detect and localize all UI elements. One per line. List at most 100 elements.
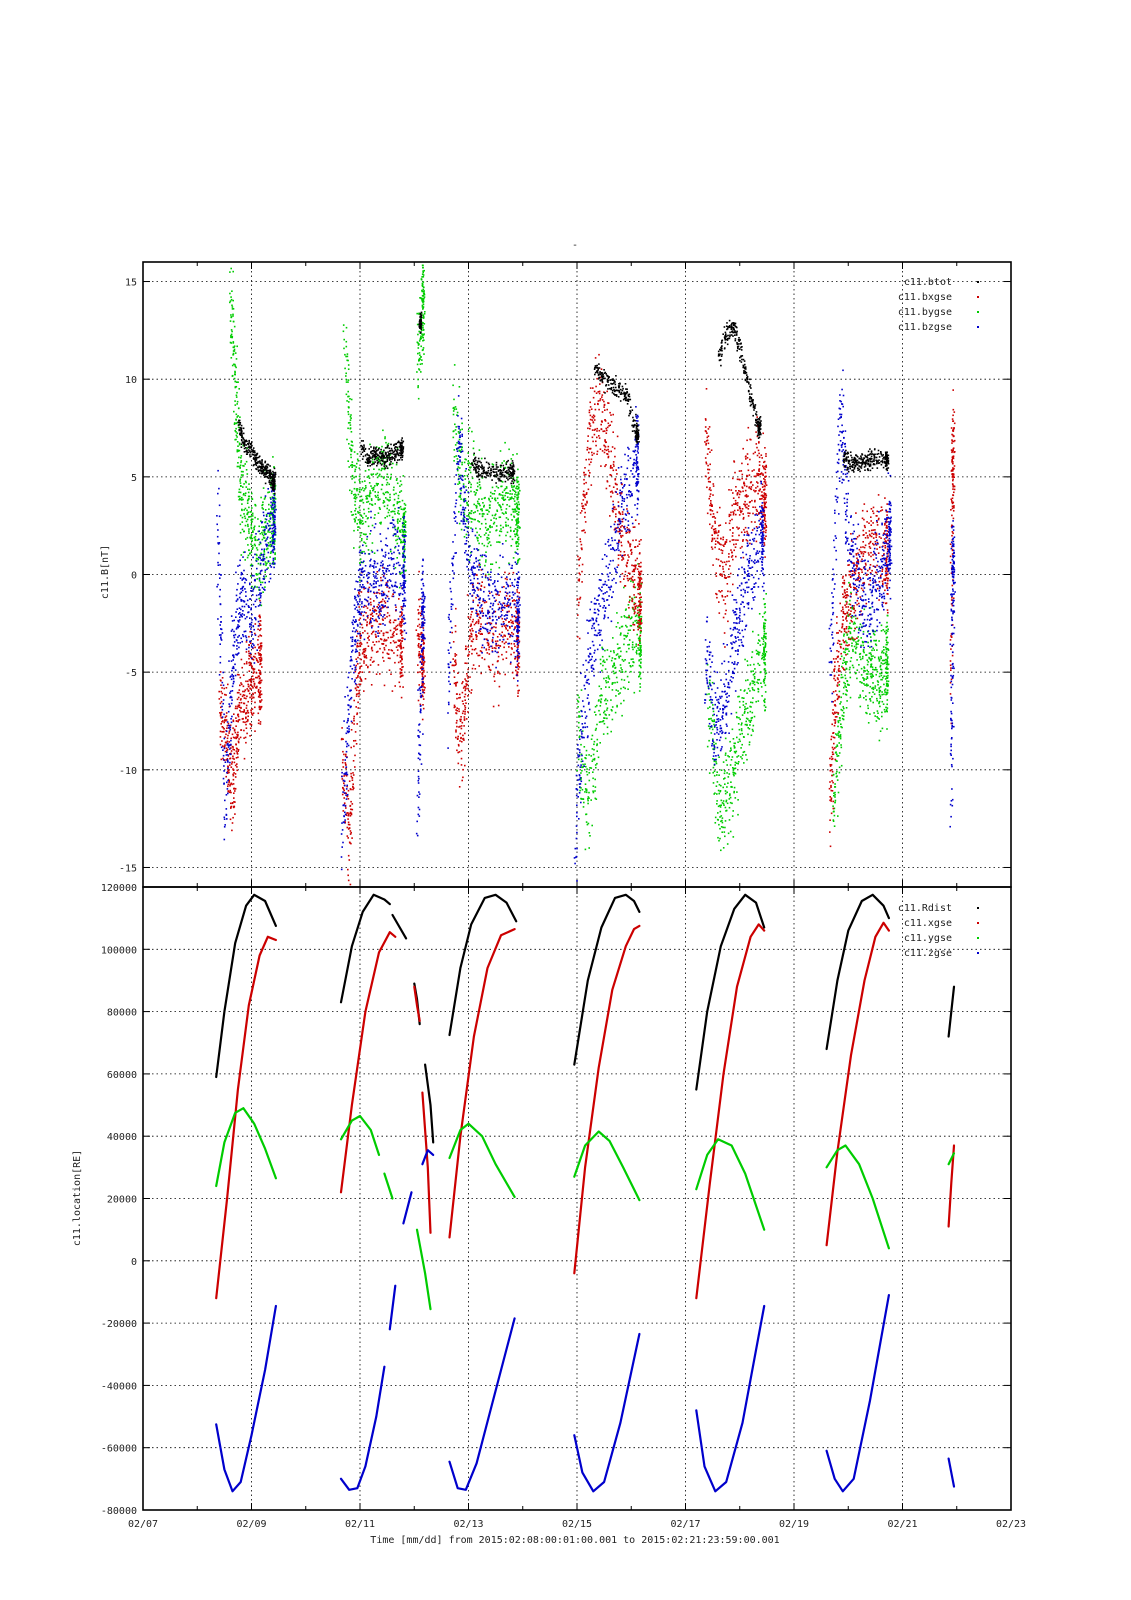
b-point-by: [268, 520, 270, 522]
b-point-by: [518, 511, 520, 513]
b-point-by: [347, 379, 350, 381]
b-point-by: [516, 494, 518, 496]
b-point-by: [376, 484, 378, 487]
b-point-by: [386, 457, 388, 460]
b-point-by: [261, 581, 264, 584]
b-point-btot: [368, 460, 370, 462]
b-point-bx: [384, 602, 387, 604]
b-point-by: [259, 581, 262, 584]
b-point-bx: [477, 620, 480, 623]
b-point-by: [269, 496, 272, 499]
b-point-bx: [489, 622, 491, 624]
b-point-by: [459, 494, 462, 497]
b-point-bz: [251, 574, 254, 577]
b-point-bx: [510, 621, 513, 624]
b-point-bz: [274, 530, 276, 533]
b-point-bz: [382, 563, 384, 565]
b-point-bz: [238, 634, 240, 637]
b-point-bx: [464, 686, 467, 688]
b-point-by: [422, 290, 425, 293]
b-point-by: [515, 491, 517, 494]
b-point-bz: [341, 771, 343, 774]
b-point-bx: [399, 615, 401, 618]
b-point-bx: [348, 823, 351, 826]
b-point-bz: [344, 813, 347, 816]
b-point-bx: [225, 719, 228, 721]
b-point-by: [423, 339, 425, 341]
b-point-bz: [241, 586, 244, 588]
b-point-bz: [402, 600, 404, 602]
b-point-bz: [363, 611, 366, 613]
b-point-bx: [230, 806, 232, 808]
b-point-bx: [260, 679, 262, 682]
b-point-bx: [245, 716, 247, 719]
b-point-by: [361, 480, 364, 483]
b-point-bz: [394, 581, 397, 584]
b-point-bz: [274, 527, 277, 530]
b-point-by: [351, 490, 353, 493]
b-point-bx: [239, 736, 242, 739]
b-point-by: [236, 400, 239, 403]
b-point-by: [264, 571, 266, 573]
b-point-bz: [221, 681, 224, 684]
b-point-btot: [243, 447, 246, 450]
b-point-bz: [231, 669, 233, 672]
b-point-bx: [244, 689, 247, 691]
b-point-by: [513, 516, 516, 518]
b-point-bx: [259, 649, 261, 652]
b-point-bz: [422, 608, 424, 610]
b-point-bx: [340, 738, 343, 741]
b-point-bz: [346, 784, 348, 787]
b-point-bx: [477, 582, 479, 584]
b-point-bz: [232, 654, 235, 656]
b-point-by: [383, 505, 386, 508]
b-point-bx: [468, 638, 471, 640]
b-point-by: [342, 324, 345, 326]
b-point-bz: [231, 715, 233, 718]
b-point-btot: [257, 466, 260, 469]
b-point-bz: [393, 591, 395, 594]
b-point-bx: [496, 640, 499, 642]
b-point-bx: [248, 685, 250, 688]
b-point-bx: [400, 626, 402, 628]
b-point-bz: [421, 612, 423, 614]
b-point-by: [417, 385, 419, 387]
b-point-bx: [365, 664, 368, 666]
b-point-bx: [222, 745, 224, 747]
b-point-bz: [271, 550, 274, 552]
b-point-bx: [364, 649, 367, 652]
b-point-btot: [396, 451, 399, 454]
b-point-bx: [513, 677, 515, 680]
b-point-btot: [376, 464, 378, 467]
b-point-bx: [460, 757, 463, 760]
b-point-bz: [261, 586, 264, 589]
b-point-bz: [217, 583, 219, 586]
b-point-by: [400, 508, 403, 510]
b-point-btot: [401, 442, 403, 445]
b-point-by: [396, 447, 399, 450]
b-point-bx: [399, 624, 401, 627]
b-point-by: [505, 512, 507, 514]
b-point-by: [266, 547, 269, 550]
b-point-bx: [225, 687, 228, 689]
b-point-bz: [401, 522, 404, 524]
b-point-bz: [227, 742, 229, 745]
b-point-by: [249, 511, 252, 513]
b-point-by: [242, 464, 244, 467]
b-point-by: [240, 474, 243, 476]
b-point-by: [359, 562, 361, 564]
b-point-by: [424, 311, 426, 313]
b-point-btot: [270, 473, 273, 476]
b-point-bx: [388, 614, 391, 617]
b-point-by: [258, 580, 261, 582]
b-point-bx: [224, 720, 227, 722]
b-point-bz: [367, 590, 369, 593]
b-point-btot: [239, 422, 242, 424]
b-point-by: [397, 535, 399, 538]
b-point-btot: [272, 484, 275, 486]
b-point-bx: [349, 883, 352, 886]
b-point-bx: [417, 644, 419, 647]
b-point-by: [478, 513, 481, 515]
b-point-btot: [382, 458, 384, 460]
b-point-bz: [271, 512, 273, 514]
